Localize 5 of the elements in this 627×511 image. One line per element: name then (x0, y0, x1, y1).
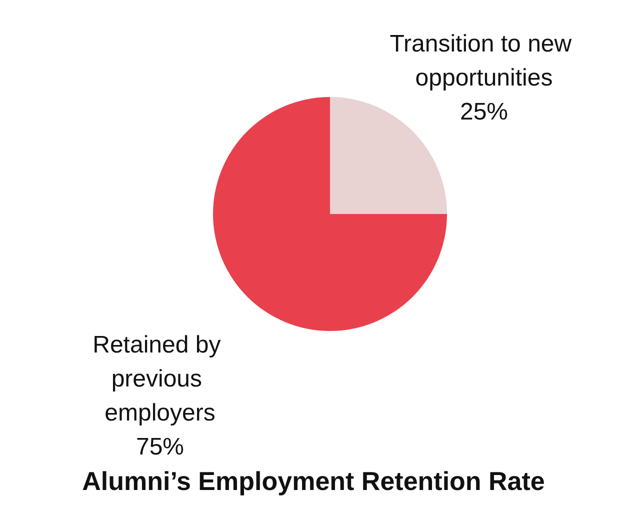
data-label: 25% (460, 98, 508, 126)
slice-label: Retained by previous employers (92, 332, 228, 426)
slice-label: Transition to new opportunities (390, 30, 578, 92)
data-label: 75% (136, 434, 184, 460)
text: Alumni’s Employment Retention Rate (82, 466, 545, 496)
